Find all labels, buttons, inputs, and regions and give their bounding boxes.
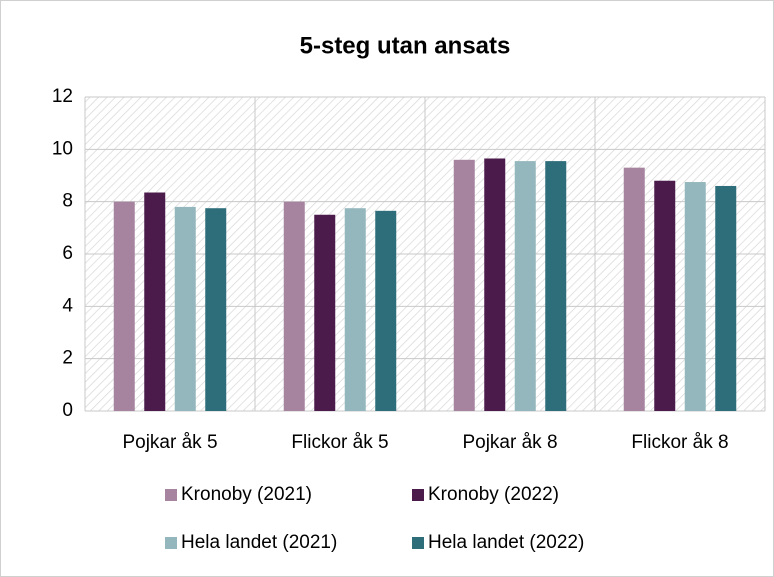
chart-title: 5-steg utan ansats [300,32,511,59]
bar [453,159,475,411]
legend-label: Hela landet (2021) [181,532,337,553]
y-tick-label: 0 [62,400,73,421]
legend-swatch [412,489,424,501]
bar [715,185,737,411]
x-tick-label: Flickor åk 5 [291,432,388,453]
y-tick-label: 10 [52,138,73,159]
x-tick-label: Pojkar åk 8 [462,432,557,453]
bar [623,167,645,411]
bar [375,210,397,411]
legend-label: Kronoby (2021) [181,484,312,505]
bar [174,206,196,411]
legend-swatch [412,537,424,549]
bar [205,208,227,411]
y-tick-label: 4 [62,295,73,316]
y-tick-label: 6 [62,243,73,264]
bar [484,158,506,411]
bar [113,201,135,411]
x-tick-label: Pojkar åk 5 [122,432,217,453]
legend-swatch [165,537,177,549]
y-tick-label: 12 [52,86,73,107]
bar [545,161,567,411]
bar [684,182,706,411]
legend-label: Hela landet (2022) [428,532,584,553]
bar [144,192,166,411]
bar [314,214,336,411]
bar [654,180,676,411]
y-tick-label: 8 [62,191,73,212]
bar [344,208,366,411]
bar [514,161,536,411]
y-tick-label: 2 [62,348,73,369]
legend-label: Kronoby (2022) [428,484,559,505]
bar [283,201,305,411]
x-tick-label: Flickor åk 8 [631,432,728,453]
legend-swatch [165,489,177,501]
